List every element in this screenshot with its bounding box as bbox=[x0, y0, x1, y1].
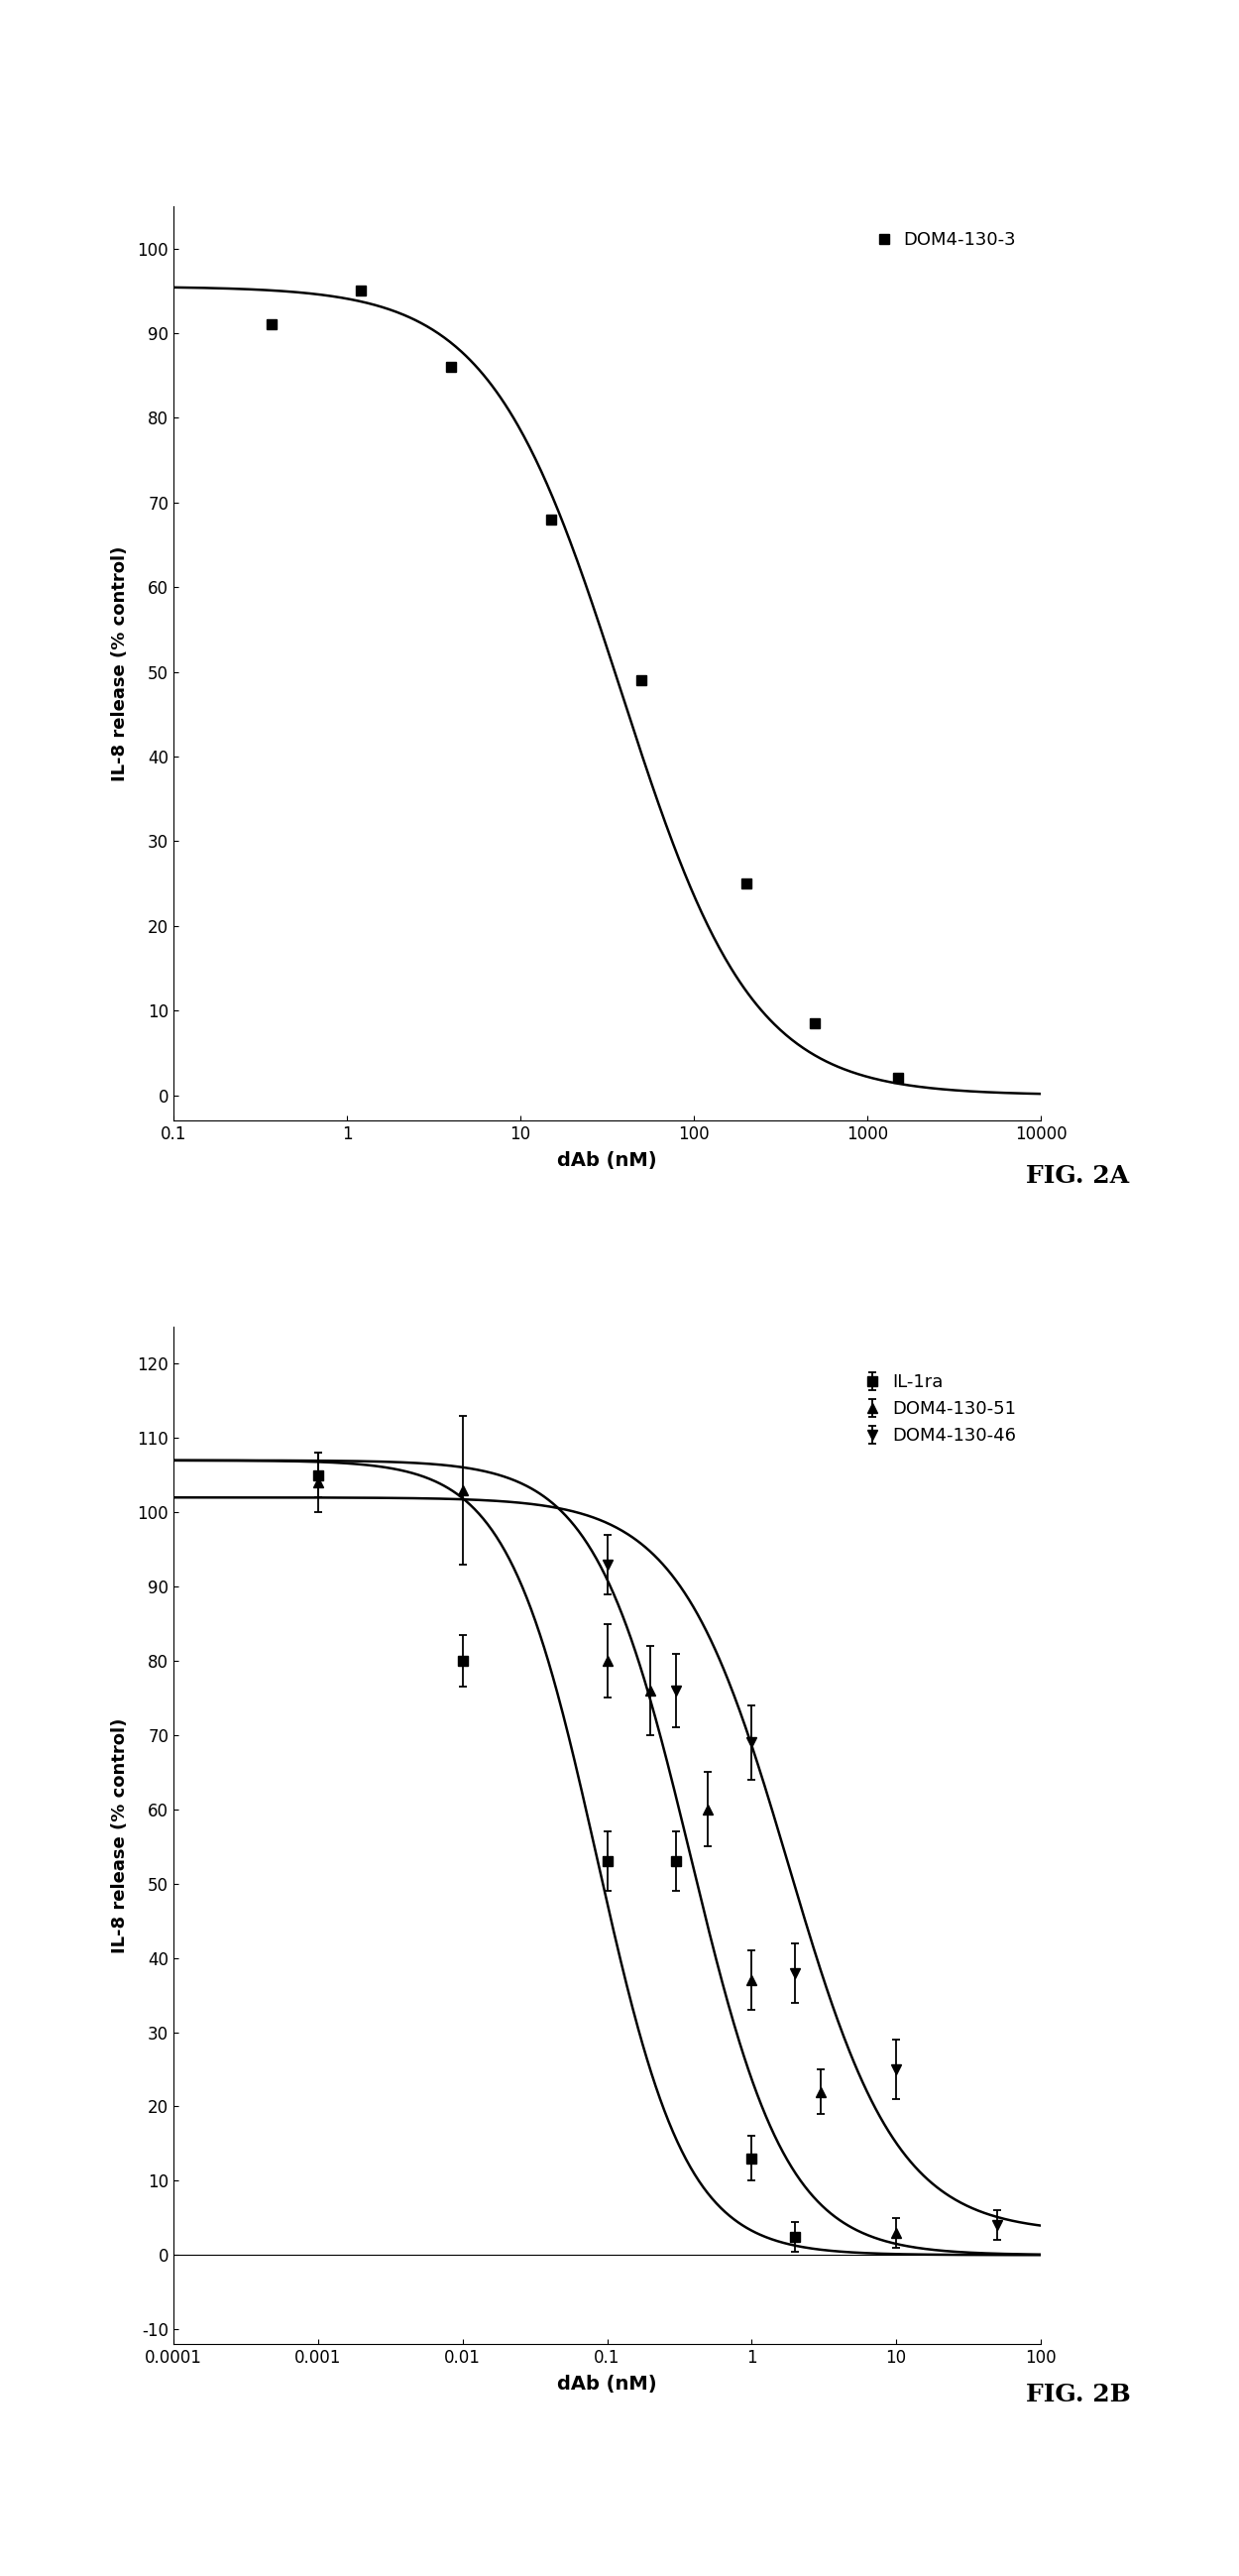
DOM4-130-3 bbox=[265, 309, 280, 340]
DOM4-130-3 bbox=[808, 1007, 823, 1038]
DOM4-130-3 bbox=[634, 665, 649, 696]
DOM4-130-3 bbox=[444, 350, 458, 381]
Line: DOM4-130-3: DOM4-130-3 bbox=[268, 286, 903, 1082]
Legend: IL-1ra, DOM4-130-51, DOM4-130-46: IL-1ra, DOM4-130-51, DOM4-130-46 bbox=[855, 1365, 1023, 1453]
DOM4-130-3 bbox=[544, 505, 559, 536]
Y-axis label: IL-8 release (% control): IL-8 release (% control) bbox=[112, 1718, 129, 1953]
Text: FIG. 2A: FIG. 2A bbox=[1026, 1164, 1130, 1188]
X-axis label: dAb (nM): dAb (nM) bbox=[558, 1151, 657, 1170]
DOM4-130-3 bbox=[353, 276, 368, 307]
DOM4-130-3 bbox=[891, 1064, 906, 1095]
Legend: DOM4-130-3: DOM4-130-3 bbox=[866, 224, 1023, 258]
DOM4-130-3 bbox=[738, 868, 753, 899]
X-axis label: dAb (nM): dAb (nM) bbox=[558, 2375, 657, 2393]
Y-axis label: IL-8 release (% control): IL-8 release (% control) bbox=[112, 546, 129, 781]
Text: FIG. 2B: FIG. 2B bbox=[1026, 2383, 1130, 2406]
